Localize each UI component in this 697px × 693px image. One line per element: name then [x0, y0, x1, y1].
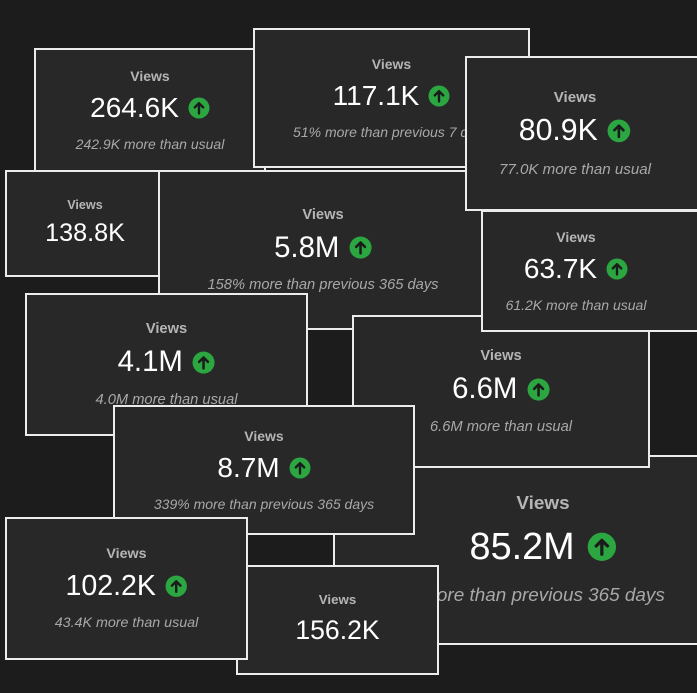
stat-row: 63.7K: [524, 253, 628, 285]
stat-label: Views: [556, 229, 596, 245]
stat-note: 51% more than previous 7 days: [293, 124, 490, 140]
stat-value: 85.2M: [469, 525, 575, 568]
stat-value: 80.9K: [518, 114, 598, 148]
stat-card: Views 156.2K: [236, 565, 439, 675]
stat-label: Views: [302, 206, 344, 223]
stat-note: 242.9K more than usual: [75, 136, 225, 152]
stat-note: 61.2K more than usual: [505, 297, 647, 313]
stat-value: 156.2K: [295, 614, 380, 645]
stat-note: more than previous 365 days: [421, 584, 665, 606]
stat-value: 102.2K: [65, 569, 156, 602]
stat-row: 117.1K: [333, 80, 451, 112]
stat-label: Views: [318, 592, 357, 608]
stat-note: 77.0K more than usual: [498, 161, 652, 179]
stat-label: Views: [516, 493, 570, 514]
stat-value: 117.1K: [332, 80, 420, 111]
stat-row: 6.6M: [452, 372, 550, 406]
up-icon: [527, 378, 550, 401]
stat-row: 156.2K: [295, 615, 379, 646]
stat-card: Views 8.7M 339% more than previous 365 day…: [113, 405, 415, 535]
stat-row: 85.2M: [470, 526, 617, 569]
stat-note: 4.0M more than usual: [95, 391, 238, 408]
stat-row: 4.1M: [118, 345, 216, 379]
stat-row: 8.7M: [217, 452, 311, 484]
stat-value: 264.6K: [90, 92, 179, 123]
stat-note: 158% more than previous 365 days: [207, 277, 439, 294]
stat-label: Views: [371, 56, 412, 72]
stat-label: Views: [67, 197, 103, 212]
stat-label: Views: [106, 545, 147, 562]
stat-value: 5.8M: [274, 230, 340, 264]
stat-note: 6.6M more than usual: [429, 418, 573, 435]
stat-value: 6.6M: [452, 372, 518, 406]
stat-label: Views: [553, 88, 597, 106]
stat-value: 4.1M: [117, 345, 183, 379]
up-icon: [428, 85, 450, 107]
up-icon: [192, 351, 215, 374]
up-icon: [606, 258, 628, 280]
stat-label: Views: [244, 428, 284, 444]
stat-value: 63.7K: [523, 253, 598, 284]
stat-label: Views: [480, 348, 522, 364]
up-icon: [587, 533, 616, 562]
up-icon: [608, 119, 631, 143]
stat-row: 5.8M: [274, 231, 372, 265]
up-icon: [188, 97, 210, 119]
stat-row: 264.6K: [90, 92, 210, 124]
stat-value: 138.8K: [45, 218, 125, 247]
stat-card: Views 138.8K: [5, 170, 165, 277]
stat-row: 80.9K: [519, 114, 631, 148]
up-icon: [289, 457, 311, 479]
stat-value: 8.7M: [217, 452, 280, 483]
stat-card: Views 264.6K 242.9K more than usual: [34, 48, 266, 172]
up-icon: [349, 236, 372, 259]
stat-card: Views 80.9K 77.0K more than usual: [465, 56, 697, 211]
stat-note: 43.4K more than usual: [54, 615, 199, 632]
stat-row: 138.8K: [45, 219, 125, 248]
stat-row: 102.2K: [65, 569, 188, 603]
stat-label: Views: [145, 321, 188, 337]
stat-note: 339% more than previous 365 days: [153, 496, 375, 512]
stat-label: Views: [130, 68, 170, 84]
stat-card: Views 63.7K 61.2K more than usual: [481, 210, 697, 332]
stat-card: Views 102.2K 43.4K more than usual: [5, 517, 248, 660]
up-icon: [165, 575, 188, 598]
